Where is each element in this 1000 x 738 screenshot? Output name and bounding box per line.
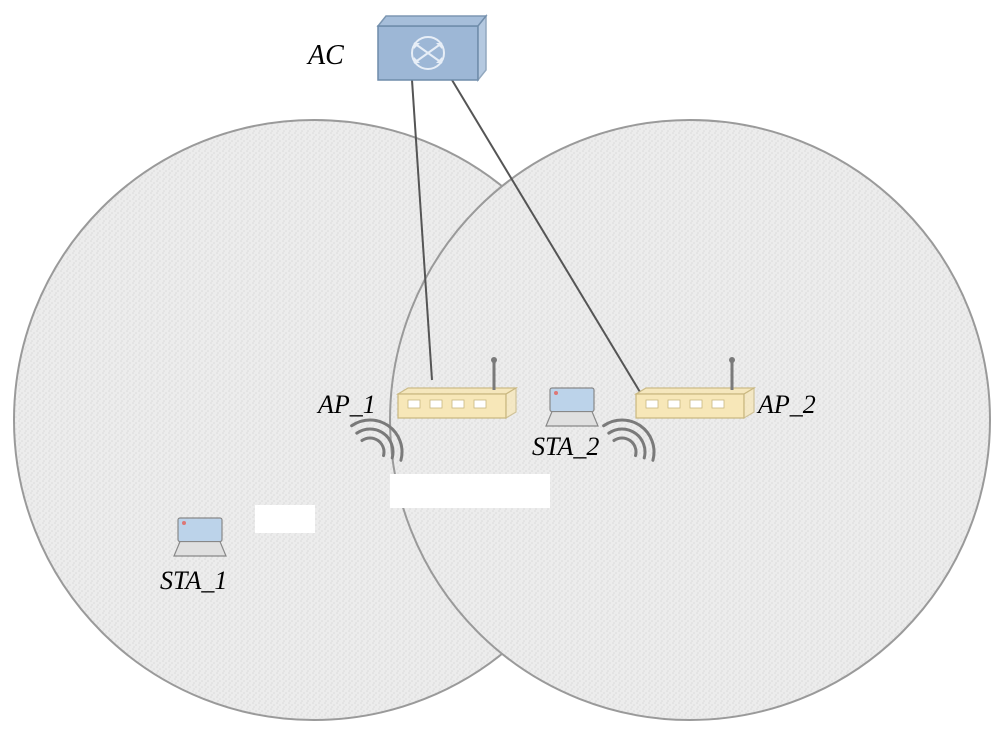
sta1-device [174, 518, 226, 556]
diagram-canvas: AC AP_1 AP_2 STA_1 STA_2 [0, 0, 1000, 738]
ap2-label: AP_2 [758, 390, 816, 420]
diagram-svg [0, 0, 1000, 738]
white-patch [255, 505, 315, 533]
ac-device [378, 16, 486, 80]
sta1-label: STA_1 [160, 566, 227, 596]
circle-right [390, 120, 990, 720]
ac-label: AC [308, 40, 344, 72]
sta2-device [546, 388, 598, 426]
coverage-circles [14, 120, 990, 720]
white-patch [390, 474, 550, 508]
ap1-label: AP_1 [318, 390, 376, 420]
sta2-label: STA_2 [532, 432, 599, 462]
